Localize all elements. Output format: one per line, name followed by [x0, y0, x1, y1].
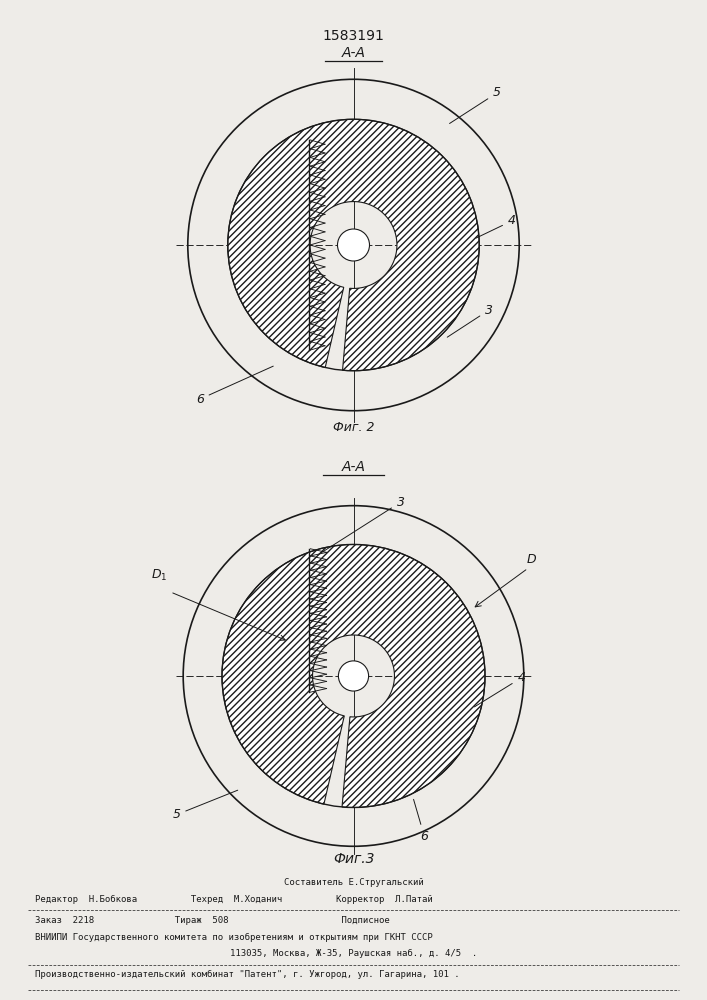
Text: Редактор  Н.Бобкова          Техред  М.Ходанич          Корректор  Л.Патай: Редактор Н.Бобкова Техред М.Ходанич Корр…	[35, 894, 433, 904]
Text: 1583191: 1583191	[322, 29, 385, 43]
Polygon shape	[228, 119, 479, 371]
Text: 4: 4	[476, 214, 516, 238]
Text: Заказ  2218               Тираж  508                     Подписное: Заказ 2218 Тираж 508 Подписное	[35, 916, 390, 925]
Text: 6: 6	[414, 799, 428, 843]
Text: Фиг. 2: Фиг. 2	[333, 421, 374, 434]
Text: Составитель Е.Стругальский: Составитель Е.Стругальский	[284, 878, 423, 887]
Polygon shape	[222, 544, 485, 807]
Text: 5: 5	[173, 790, 238, 821]
Circle shape	[339, 661, 368, 691]
Text: 6: 6	[196, 366, 273, 406]
Text: ВНИИПИ Государственного комитета по изобретениям и открытиям при ГКНТ СССР: ВНИИПИ Государственного комитета по изоб…	[35, 932, 433, 942]
Text: 3: 3	[322, 496, 404, 553]
Text: Производственно-издательский комбинат "Патент", г. Ужгород, ул. Гагарина, 101 .: Производственно-издательский комбинат "П…	[35, 970, 460, 979]
Text: $D_1$: $D_1$	[151, 568, 168, 583]
Text: A-A: A-A	[341, 460, 366, 474]
Text: 113035, Москва, Ж-35, Раушская наб., д. 4/5  .: 113035, Москва, Ж-35, Раушская наб., д. …	[230, 949, 477, 958]
Text: A-A: A-A	[341, 46, 366, 60]
Text: $D$: $D$	[526, 553, 537, 566]
Circle shape	[337, 229, 370, 261]
Text: 3: 3	[448, 304, 493, 337]
Text: Фиг.3: Фиг.3	[333, 852, 374, 866]
Text: 4: 4	[474, 671, 525, 707]
Text: 5: 5	[450, 86, 501, 123]
